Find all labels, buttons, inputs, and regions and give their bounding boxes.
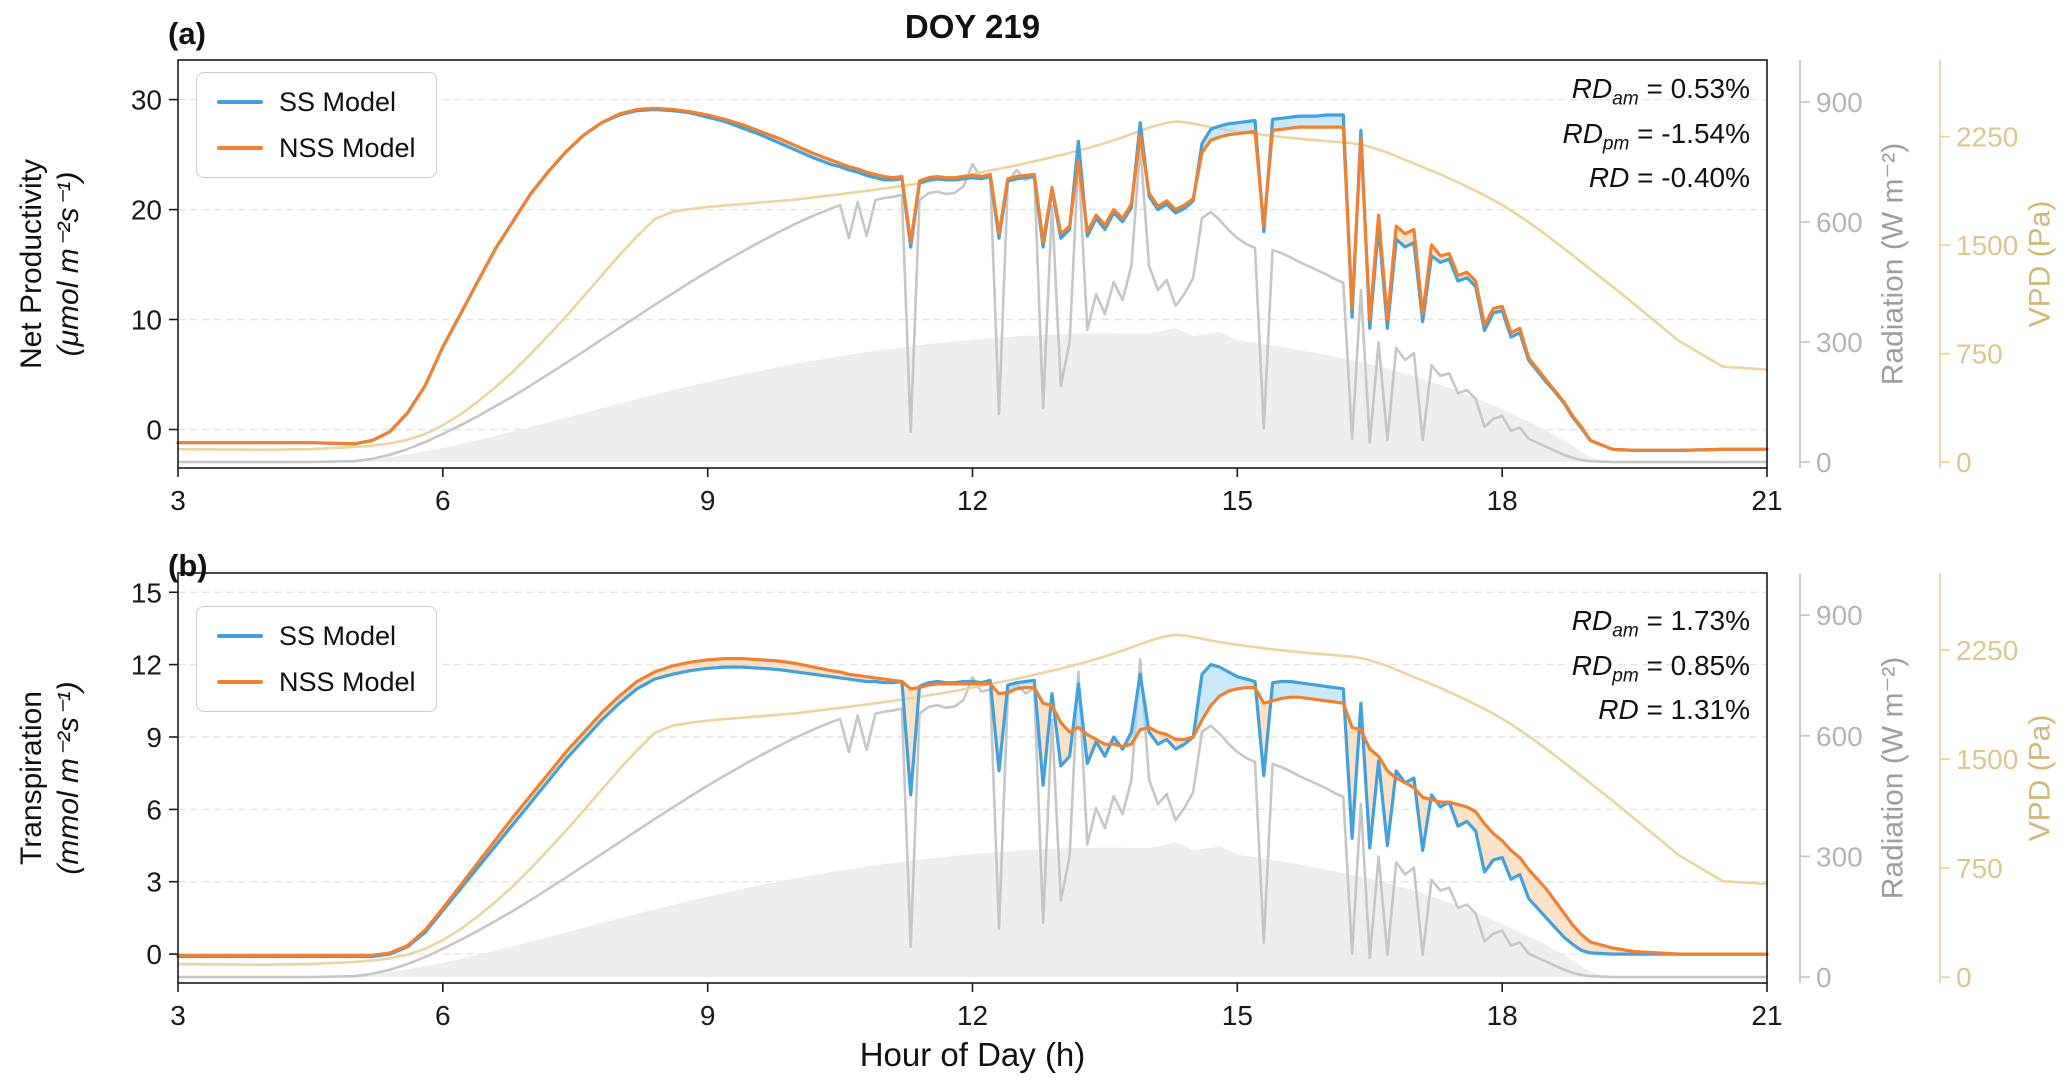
- vpd-line: [177, 633, 1768, 966]
- y-tick-label: 12: [131, 650, 162, 681]
- rd-total-line: RD = -0.40%: [1588, 162, 1750, 194]
- radiation-tick-label: 0: [1816, 962, 1832, 993]
- panel-a-ylabel-text: Net Productivity: [15, 158, 48, 370]
- vpd-tick-label: 0: [1956, 447, 1972, 478]
- ss-model-line: [176, 663, 1769, 959]
- x-tick-label: 6: [435, 1000, 451, 1031]
- nss-line-swatch: [217, 680, 263, 684]
- x-tick-label: 18: [1487, 1000, 1518, 1031]
- x-tick-label: 9: [700, 1000, 716, 1031]
- y-tick-label: 6: [146, 794, 162, 825]
- panel-a-tag: (a): [168, 16, 206, 51]
- x-tick-label: 12: [957, 485, 988, 516]
- rd-total-line: RD = 1.31%: [1598, 694, 1750, 726]
- x-tick-label: 21: [1751, 485, 1782, 516]
- y-tick-label: 15: [131, 577, 162, 608]
- x-tick-label: 6: [435, 485, 451, 516]
- legend-item-nss: NSS Model: [217, 131, 416, 165]
- panel-b-ylabel-text: Transpiration: [15, 691, 48, 865]
- y-tick-label: 0: [146, 939, 162, 970]
- x-tick-label: 12: [957, 1000, 988, 1031]
- legend-label-ss: SS Model: [279, 620, 397, 651]
- model-difference-fill: [990, 684, 1008, 771]
- radiation-tick-label: 600: [1816, 721, 1863, 752]
- panel-a-legend: SS Model NSS Model: [196, 72, 437, 178]
- radiation-tick-label: 300: [1816, 841, 1863, 872]
- diffuse-radiation-area: [354, 328, 1609, 462]
- radiation-tick-label: 0: [1816, 447, 1832, 478]
- x-tick-label: 21: [1751, 1000, 1782, 1031]
- model-difference-fill: [1266, 115, 1349, 233]
- legend-item-ss: SS Model: [217, 619, 416, 653]
- x-tick-label: 18: [1487, 485, 1518, 516]
- x-tick-label: 9: [700, 485, 716, 516]
- vpd-tick-label: 750: [1956, 339, 2003, 370]
- nss-model-line: [176, 657, 1769, 957]
- vpd-tick-label: 2250: [1956, 122, 2018, 153]
- panel-a-radiation-axis-label: Radiation (W m⁻²): [1876, 142, 1910, 386]
- panel-b-ylabel-units: (mmol m⁻²s⁻¹): [52, 681, 85, 875]
- model-difference-fill: [1344, 706, 1360, 839]
- legend-label-ss: SS Model: [279, 86, 397, 117]
- radiation-line: [178, 144, 1767, 464]
- panel-b-radiation-axis-label: Radiation (W m⁻²): [1876, 656, 1910, 900]
- panel-a-rd-annotations: RDam = 0.53% RDpm = -1.54% RD = -0.40%: [1562, 72, 1750, 206]
- legend-item-nss: NSS Model: [217, 665, 416, 699]
- ss-line-swatch: [217, 634, 263, 638]
- radiation-tick-label: 900: [1816, 600, 1863, 631]
- nss-line-swatch: [217, 146, 263, 150]
- x-axis-label: Hour of Day (h): [859, 1036, 1086, 1073]
- vpd-line: [177, 120, 1768, 452]
- vpd-tick-label: 1500: [1956, 230, 2018, 261]
- vpd-tick-label: 750: [1956, 853, 2003, 884]
- radiation-tick-label: 300: [1816, 327, 1863, 358]
- panel-b-rd-annotations: RDam = 1.73% RDpm = 0.85% RD = 1.31%: [1572, 604, 1750, 738]
- rd-pm-line: RDpm = -1.54%: [1562, 117, 1750, 155]
- rd-am-line: RDam = 1.73%: [1571, 605, 1750, 642]
- legend-item-ss: SS Model: [217, 85, 416, 119]
- radiation-tick-label: 600: [1816, 207, 1863, 238]
- model-difference-fill: [1362, 733, 1396, 848]
- x-tick-label: 15: [1222, 1000, 1253, 1031]
- chart-title: DOY 219: [904, 8, 1041, 45]
- panel-b-ylabel: Transpiration (mmol m⁻²s⁻¹): [13, 681, 87, 874]
- rd-am-line: RDam = 0.53%: [1571, 73, 1750, 110]
- diffuse-radiation-area: [354, 842, 1609, 977]
- radiation-tick-label: 900: [1816, 87, 1863, 118]
- vpd-tick-label: 0: [1956, 962, 1972, 993]
- panel-a-ylabel-units: (μmol m⁻²s⁻¹): [52, 171, 85, 357]
- y-tick-label: 3: [146, 867, 162, 898]
- y-tick-label: 0: [146, 415, 162, 446]
- model-difference-fill: [1449, 802, 1679, 955]
- y-tick-label: 10: [131, 305, 162, 336]
- model-difference-fill: [1053, 709, 1073, 766]
- y-tick-label: 30: [131, 85, 162, 116]
- nss-model-line: [176, 106, 1769, 452]
- panel-b-tag: (b): [168, 548, 208, 583]
- panel-b-vpd-axis-label: VPD (Pa): [2023, 714, 2057, 842]
- x-tick-label: 15: [1222, 485, 1253, 516]
- model-difference-fill: [1193, 664, 1256, 737]
- model-difference-fill: [901, 681, 920, 795]
- y-tick-label: 9: [146, 722, 162, 753]
- radiation-line: [178, 658, 1767, 979]
- vpd-tick-label: 1500: [1956, 744, 2018, 775]
- panel-a-vpd-axis-label: VPD (Pa): [2023, 200, 2057, 328]
- y-tick-label: 20: [131, 195, 162, 226]
- legend-label-nss: NSS Model: [279, 132, 416, 163]
- legend-label-nss: NSS Model: [279, 666, 416, 697]
- model-difference-fill: [1415, 789, 1431, 851]
- panel-a-ylabel: Net Productivity (μmol m⁻²s⁻¹): [13, 159, 87, 369]
- panel-b-legend: SS Model NSS Model: [196, 606, 437, 712]
- x-tick-label: 3: [170, 1000, 186, 1031]
- vpd-tick-label: 2250: [1956, 635, 2018, 666]
- model-difference-fill: [1255, 688, 1271, 776]
- rd-pm-line: RDpm = 0.85%: [1571, 649, 1750, 687]
- model-difference-fill: [1035, 688, 1051, 786]
- ss-line-swatch: [217, 100, 263, 104]
- x-tick-label: 3: [170, 485, 186, 516]
